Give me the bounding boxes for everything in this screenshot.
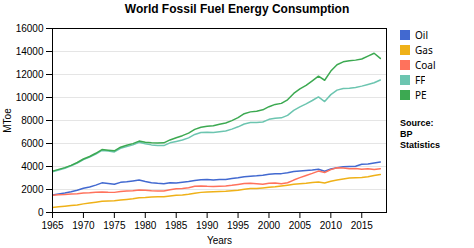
svg-text:2000: 2000 <box>258 220 281 231</box>
svg-text:10000: 10000 <box>16 92 44 103</box>
svg-text:2010: 2010 <box>320 220 343 231</box>
svg-text:2005: 2005 <box>289 220 312 231</box>
svg-text:14000: 14000 <box>16 46 44 57</box>
svg-text:1975: 1975 <box>103 220 126 231</box>
svg-text:MToe: MToe <box>2 108 13 133</box>
svg-text:12000: 12000 <box>16 69 44 80</box>
html-text:World Fossil Fuel Energy Consu: World Fossil Fuel Energy Consumption <box>124 2 350 16</box>
svg-text:1980: 1980 <box>134 220 157 231</box>
svg-text:1995: 1995 <box>227 220 250 231</box>
svg-text:16000: 16000 <box>16 23 44 34</box>
svg-text:8000: 8000 <box>21 115 44 126</box>
svg-text:Years: Years <box>207 235 232 246</box>
svg-text:2000: 2000 <box>21 184 44 195</box>
svg-text:2015: 2015 <box>351 220 374 231</box>
svg-text:4000: 4000 <box>21 161 44 172</box>
html-text:Gas: Gas <box>415 43 433 57</box>
html-text:Source: BP Statistics: Source: BP Statistics <box>400 118 440 150</box>
svg-text:6000: 6000 <box>21 138 44 149</box>
svg-text:1965: 1965 <box>41 220 64 231</box>
svg-text:1985: 1985 <box>165 220 188 231</box>
html-text:Coal: Coal <box>415 58 436 72</box>
svg-text:1970: 1970 <box>72 220 95 231</box>
svg-text:1990: 1990 <box>196 220 219 231</box>
svg-text:0: 0 <box>38 207 44 218</box>
html-text:Oil: Oil <box>415 28 428 42</box>
html-text:PE: PE <box>415 88 427 102</box>
html-text:FF: FF <box>415 73 426 87</box>
